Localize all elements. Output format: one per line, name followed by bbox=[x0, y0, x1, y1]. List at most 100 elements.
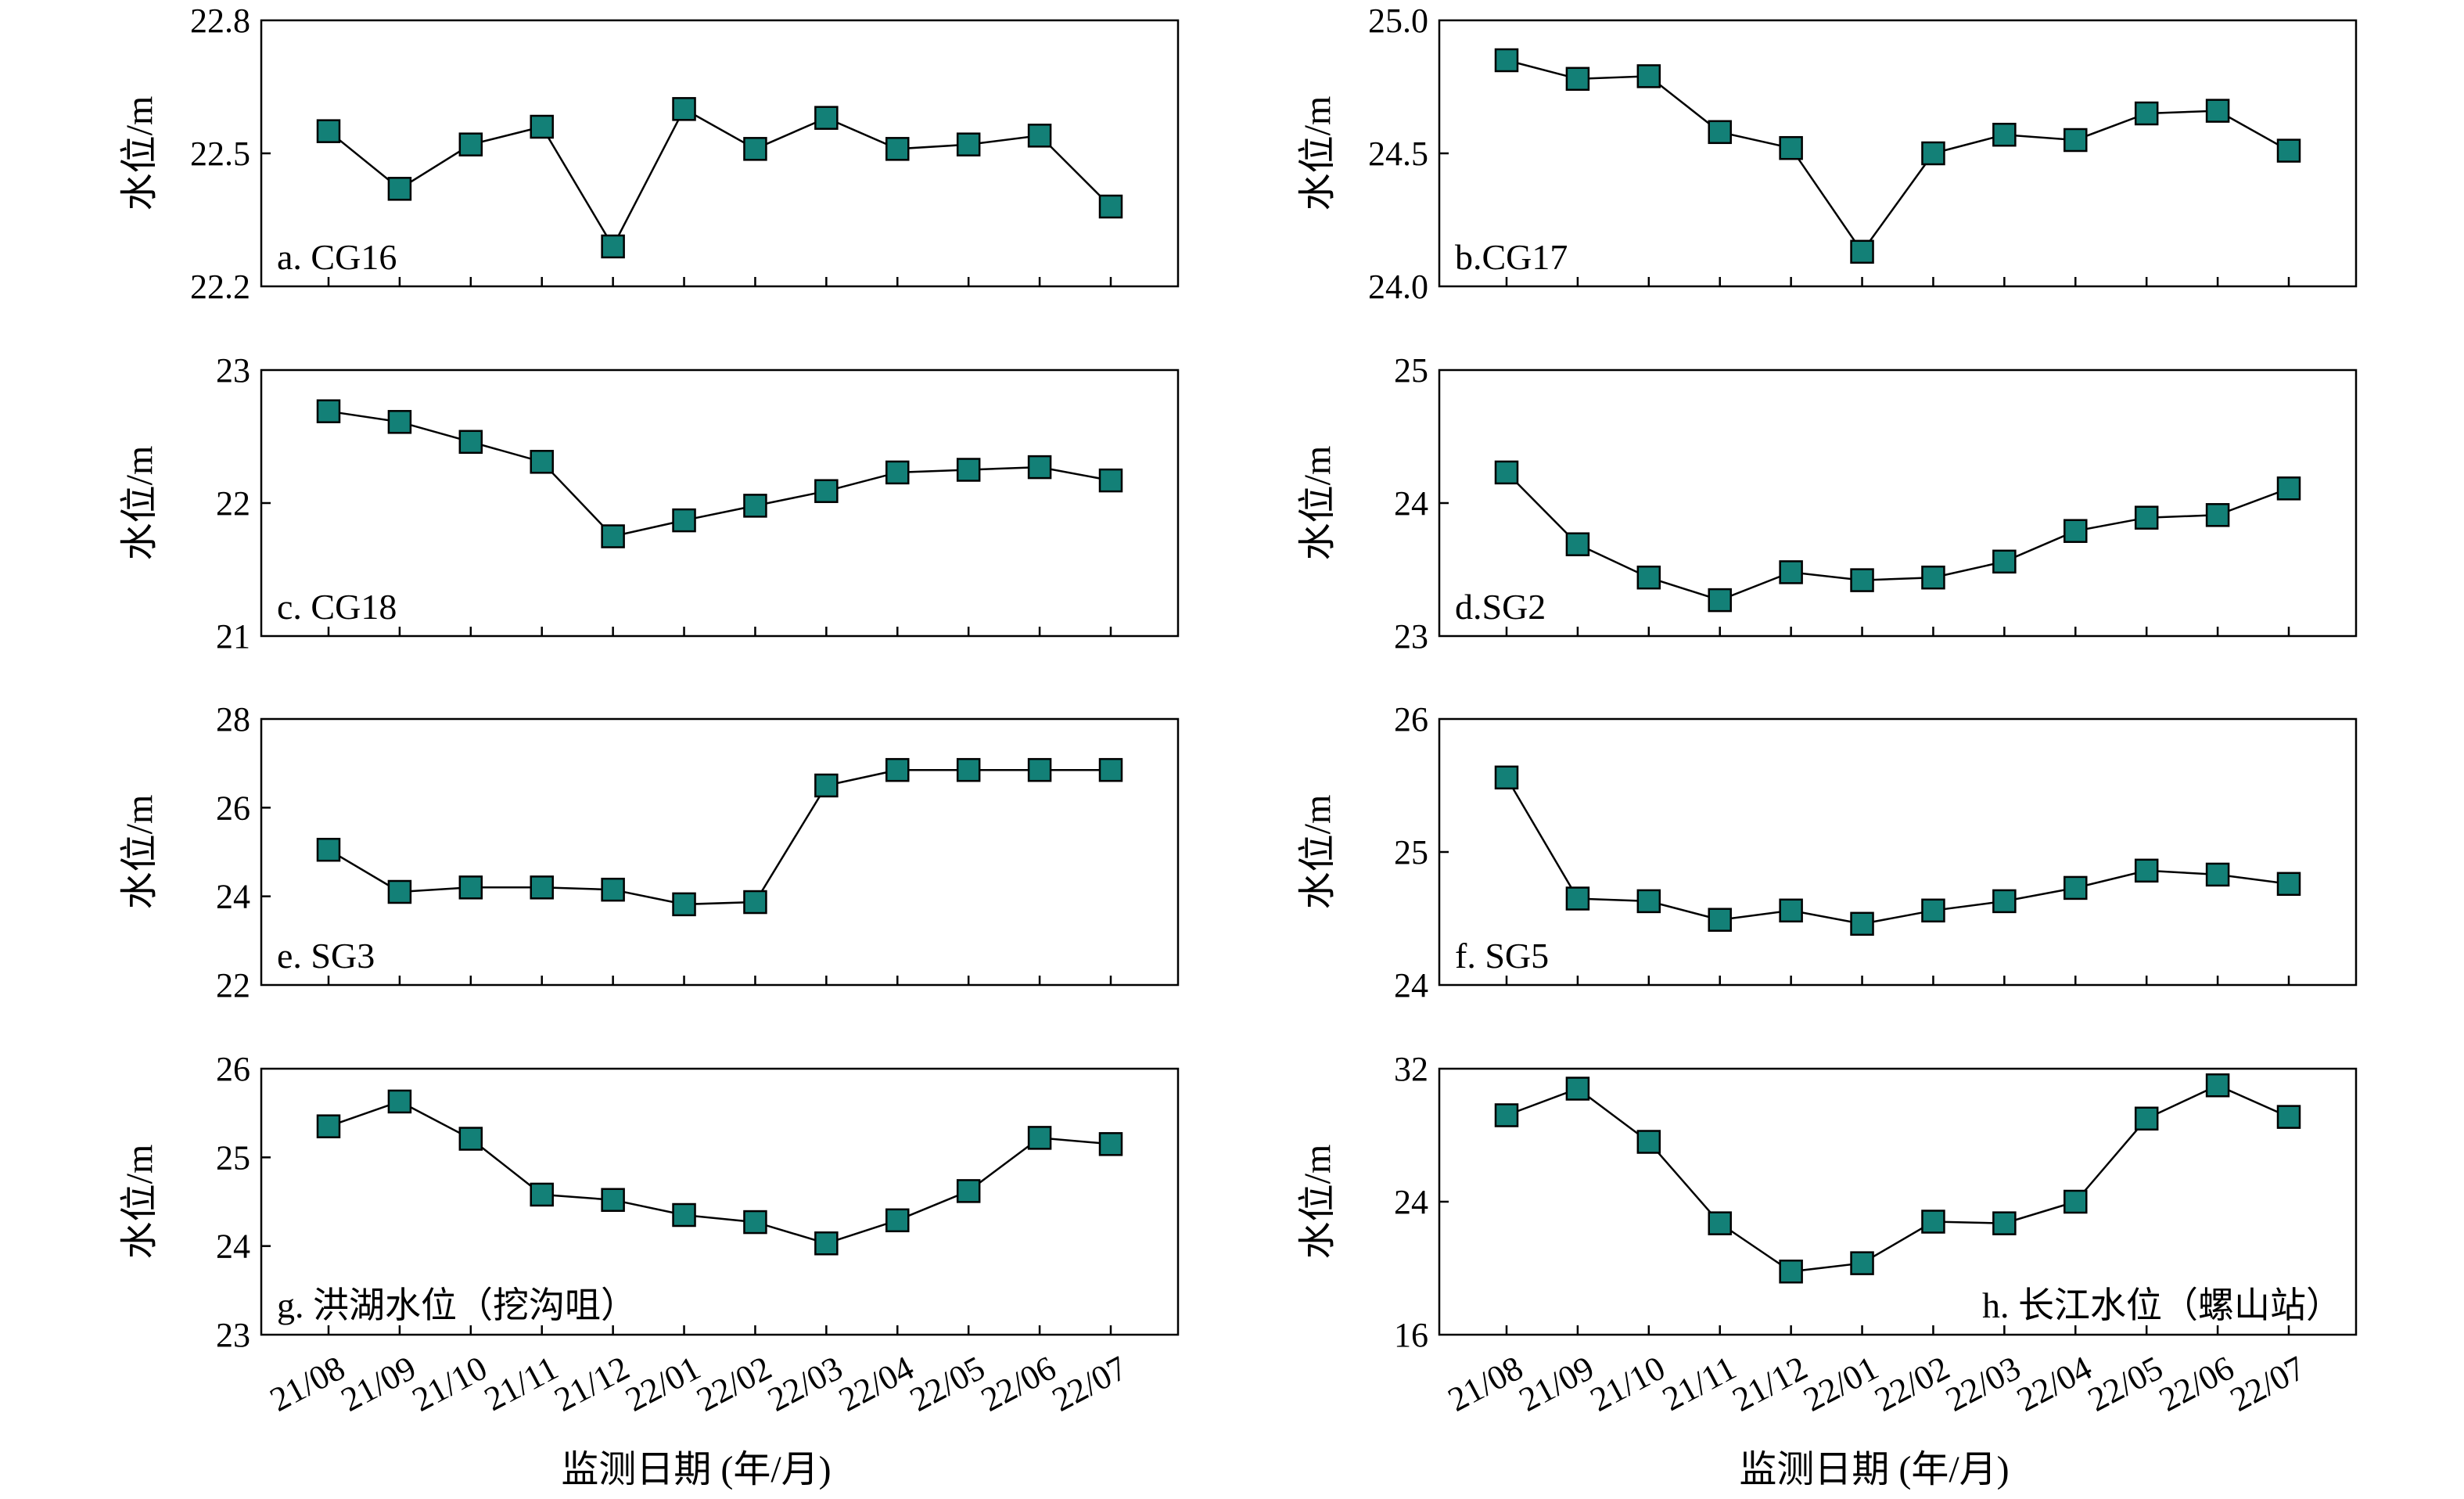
data-point-22-06 bbox=[2205, 99, 2230, 123]
data-point-21-08 bbox=[316, 837, 341, 862]
data-point-22-07 bbox=[1098, 757, 1123, 782]
data-point-21-11 bbox=[1708, 588, 1732, 613]
data-point-22-01 bbox=[1850, 1251, 1874, 1275]
data-point-21-11 bbox=[530, 875, 554, 900]
y-axis-label: 水位/m bbox=[1297, 1145, 1338, 1260]
y-tick-label: 24 bbox=[1394, 484, 1428, 523]
data-point-22-04 bbox=[2064, 875, 2088, 900]
y-tick-label: 25.0 bbox=[1368, 2, 1428, 40]
data-point-21-08 bbox=[1494, 765, 1519, 790]
panel-label: d.SG2 bbox=[1455, 587, 1546, 627]
y-tick-label: 32 bbox=[1394, 1050, 1428, 1088]
y-tick-label: 24 bbox=[1394, 966, 1428, 1005]
y-axis-label: 水位/m bbox=[1297, 96, 1338, 211]
series-line bbox=[328, 1100, 1112, 1245]
y-tick-label: 26 bbox=[216, 1050, 250, 1088]
y-axis-label: 水位/m bbox=[1297, 795, 1338, 910]
x-axis-label: 监测日期 (年/月) bbox=[561, 1449, 831, 1490]
data-point-22-04 bbox=[885, 137, 910, 161]
data-point-21-08 bbox=[316, 119, 341, 143]
data-point-22-04 bbox=[2064, 128, 2088, 153]
data-point-22-05 bbox=[956, 458, 981, 482]
data-point-22-03 bbox=[814, 1231, 839, 1256]
data-point-21-09 bbox=[1565, 1077, 1590, 1101]
y-tick-label: 24 bbox=[216, 878, 250, 916]
plot-frame bbox=[260, 368, 1180, 638]
data-point-21-09 bbox=[1565, 67, 1590, 92]
data-point-21-09 bbox=[387, 879, 412, 904]
plot-frame bbox=[1438, 19, 2358, 288]
data-point-21-09 bbox=[1565, 532, 1590, 556]
chart-panel-6: 24 25 26 水位/m f. SG5 bbox=[1297, 700, 2358, 1005]
data-point-21-12 bbox=[1779, 1260, 1803, 1284]
data-point-21-09 bbox=[1565, 886, 1590, 911]
y-tick-label: 22 bbox=[216, 966, 250, 1005]
data-point-22-07 bbox=[2276, 476, 2301, 501]
plot-frame bbox=[260, 1067, 1180, 1336]
data-point-22-02 bbox=[1921, 898, 1945, 923]
data-point-21-12 bbox=[601, 1188, 625, 1212]
series-line bbox=[1506, 59, 2290, 253]
plot-frame bbox=[1438, 717, 2358, 987]
data-point-21-10 bbox=[1636, 64, 1661, 88]
series-line bbox=[328, 410, 1112, 537]
data-point-21-08 bbox=[1494, 460, 1519, 485]
data-point-22-05 bbox=[2134, 1106, 2159, 1131]
y-axis-label: 水位/m bbox=[119, 446, 160, 561]
data-point-22-07 bbox=[2276, 1105, 2301, 1129]
data-point-22-06 bbox=[1027, 1126, 1052, 1150]
y-axis-label: 水位/m bbox=[119, 795, 160, 910]
data-point-22-03 bbox=[1992, 549, 2017, 574]
y-tick-label: 26 bbox=[1394, 700, 1428, 739]
data-point-21-09 bbox=[387, 177, 412, 201]
y-tick-label: 22.8 bbox=[190, 2, 250, 40]
data-point-22-07 bbox=[2276, 138, 2301, 163]
data-point-22-06 bbox=[2205, 1073, 2230, 1098]
data-point-21-12 bbox=[601, 234, 625, 259]
data-point-21-12 bbox=[601, 524, 625, 548]
y-tick-label: 24 bbox=[1394, 1183, 1428, 1221]
panel-label: f. SG5 bbox=[1455, 936, 1549, 976]
data-point-21-10 bbox=[1636, 565, 1661, 590]
data-point-21-12 bbox=[601, 877, 625, 902]
data-point-22-07 bbox=[1098, 468, 1123, 493]
chart-panel-3: 21 22 23 水位/m c. CG18 bbox=[119, 351, 1180, 656]
data-point-22-03 bbox=[814, 106, 839, 130]
data-point-21-08 bbox=[316, 399, 341, 423]
y-tick-label: 22.2 bbox=[190, 268, 250, 306]
y-axis-label: 水位/m bbox=[1297, 446, 1338, 561]
data-point-22-01 bbox=[1850, 568, 1874, 592]
data-point-21-11 bbox=[530, 1182, 554, 1207]
data-point-21-08 bbox=[1494, 1103, 1519, 1127]
data-point-22-05 bbox=[956, 132, 981, 156]
y-tick-label: 23 bbox=[216, 1316, 250, 1354]
y-tick-label: 24 bbox=[216, 1228, 250, 1266]
x-axis-label: 监测日期 (年/月) bbox=[1739, 1449, 2009, 1490]
data-point-22-02 bbox=[1921, 565, 1945, 590]
data-point-21-09 bbox=[387, 410, 412, 434]
data-point-22-04 bbox=[2064, 1189, 2088, 1214]
data-point-22-03 bbox=[1992, 1211, 2017, 1235]
chart-panel-2: 24.0 24.5 25.0 水位/m b.CG17 bbox=[1297, 2, 2358, 306]
data-point-21-10 bbox=[1636, 889, 1661, 914]
data-point-21-11 bbox=[530, 450, 554, 474]
data-point-22-06 bbox=[2205, 862, 2230, 887]
y-tick-label: 28 bbox=[216, 700, 250, 739]
y-tick-label: 25 bbox=[1394, 833, 1428, 872]
data-point-21-12 bbox=[1779, 560, 1803, 584]
data-point-22-07 bbox=[2276, 872, 2301, 897]
y-tick-label: 23 bbox=[216, 351, 250, 390]
chart-panel-1: 22.2 22.5 22.8 水位/m a. CG16 bbox=[119, 2, 1180, 306]
data-point-21-12 bbox=[1779, 898, 1803, 923]
data-point-22-04 bbox=[885, 1208, 910, 1233]
data-point-22-03 bbox=[1992, 889, 2017, 914]
panel-label: c. CG18 bbox=[277, 587, 397, 627]
y-tick-label: 24.5 bbox=[1368, 135, 1428, 173]
y-tick-label: 16 bbox=[1394, 1316, 1428, 1354]
data-point-21-10 bbox=[458, 1127, 483, 1151]
data-point-22-07 bbox=[1098, 194, 1123, 219]
data-point-22-01 bbox=[1850, 911, 1874, 936]
